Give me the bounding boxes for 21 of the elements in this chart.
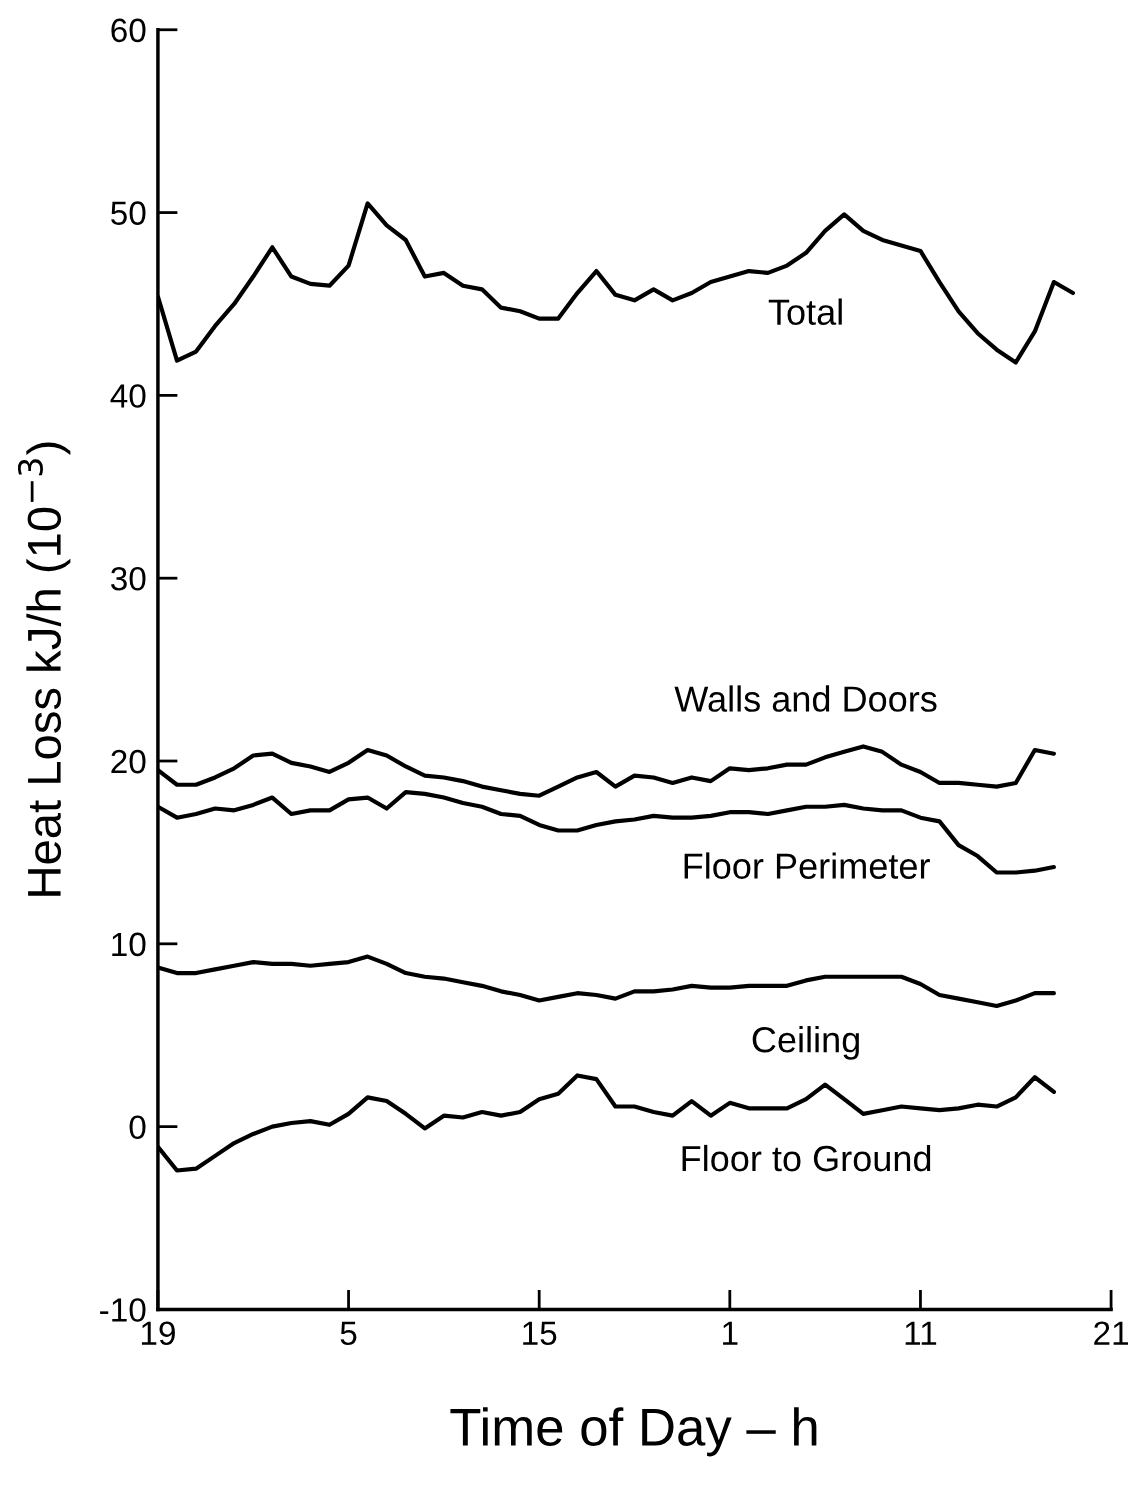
y-tick-label: 0	[129, 1115, 146, 1140]
y-tick-label: 50	[111, 201, 146, 225]
series-label: Walls and Doors	[674, 685, 937, 712]
series-label: Ceiling	[752, 1026, 859, 1060]
y-tick-label: 20	[111, 749, 146, 774]
x-tick-label: 19	[141, 1321, 175, 1346]
x-tick-label: 5	[340, 1321, 357, 1346]
y-axis-title: Heat Loss kJ/h (10$^{−3}$)	[17, 442, 71, 896]
y-tick-label: 30	[111, 567, 146, 591]
y-tick-label: 60	[111, 18, 146, 43]
x-tick-label: 11	[905, 1321, 937, 1345]
y-tick-label: 10	[112, 932, 146, 957]
x-axis-title: Time of Day – h	[450, 1407, 817, 1457]
x-tick-label: 1	[723, 1321, 738, 1345]
x-tick-label: 21	[1094, 1321, 1128, 1345]
x-tick-label: 15	[523, 1321, 557, 1346]
series-label: Floor Perimeter	[684, 852, 930, 879]
series-label: Floor to Ground	[682, 1144, 931, 1172]
y-tick-label: 40	[110, 384, 146, 408]
y-tick-label: -10	[100, 1298, 146, 1322]
series-label: Total	[768, 298, 842, 325]
